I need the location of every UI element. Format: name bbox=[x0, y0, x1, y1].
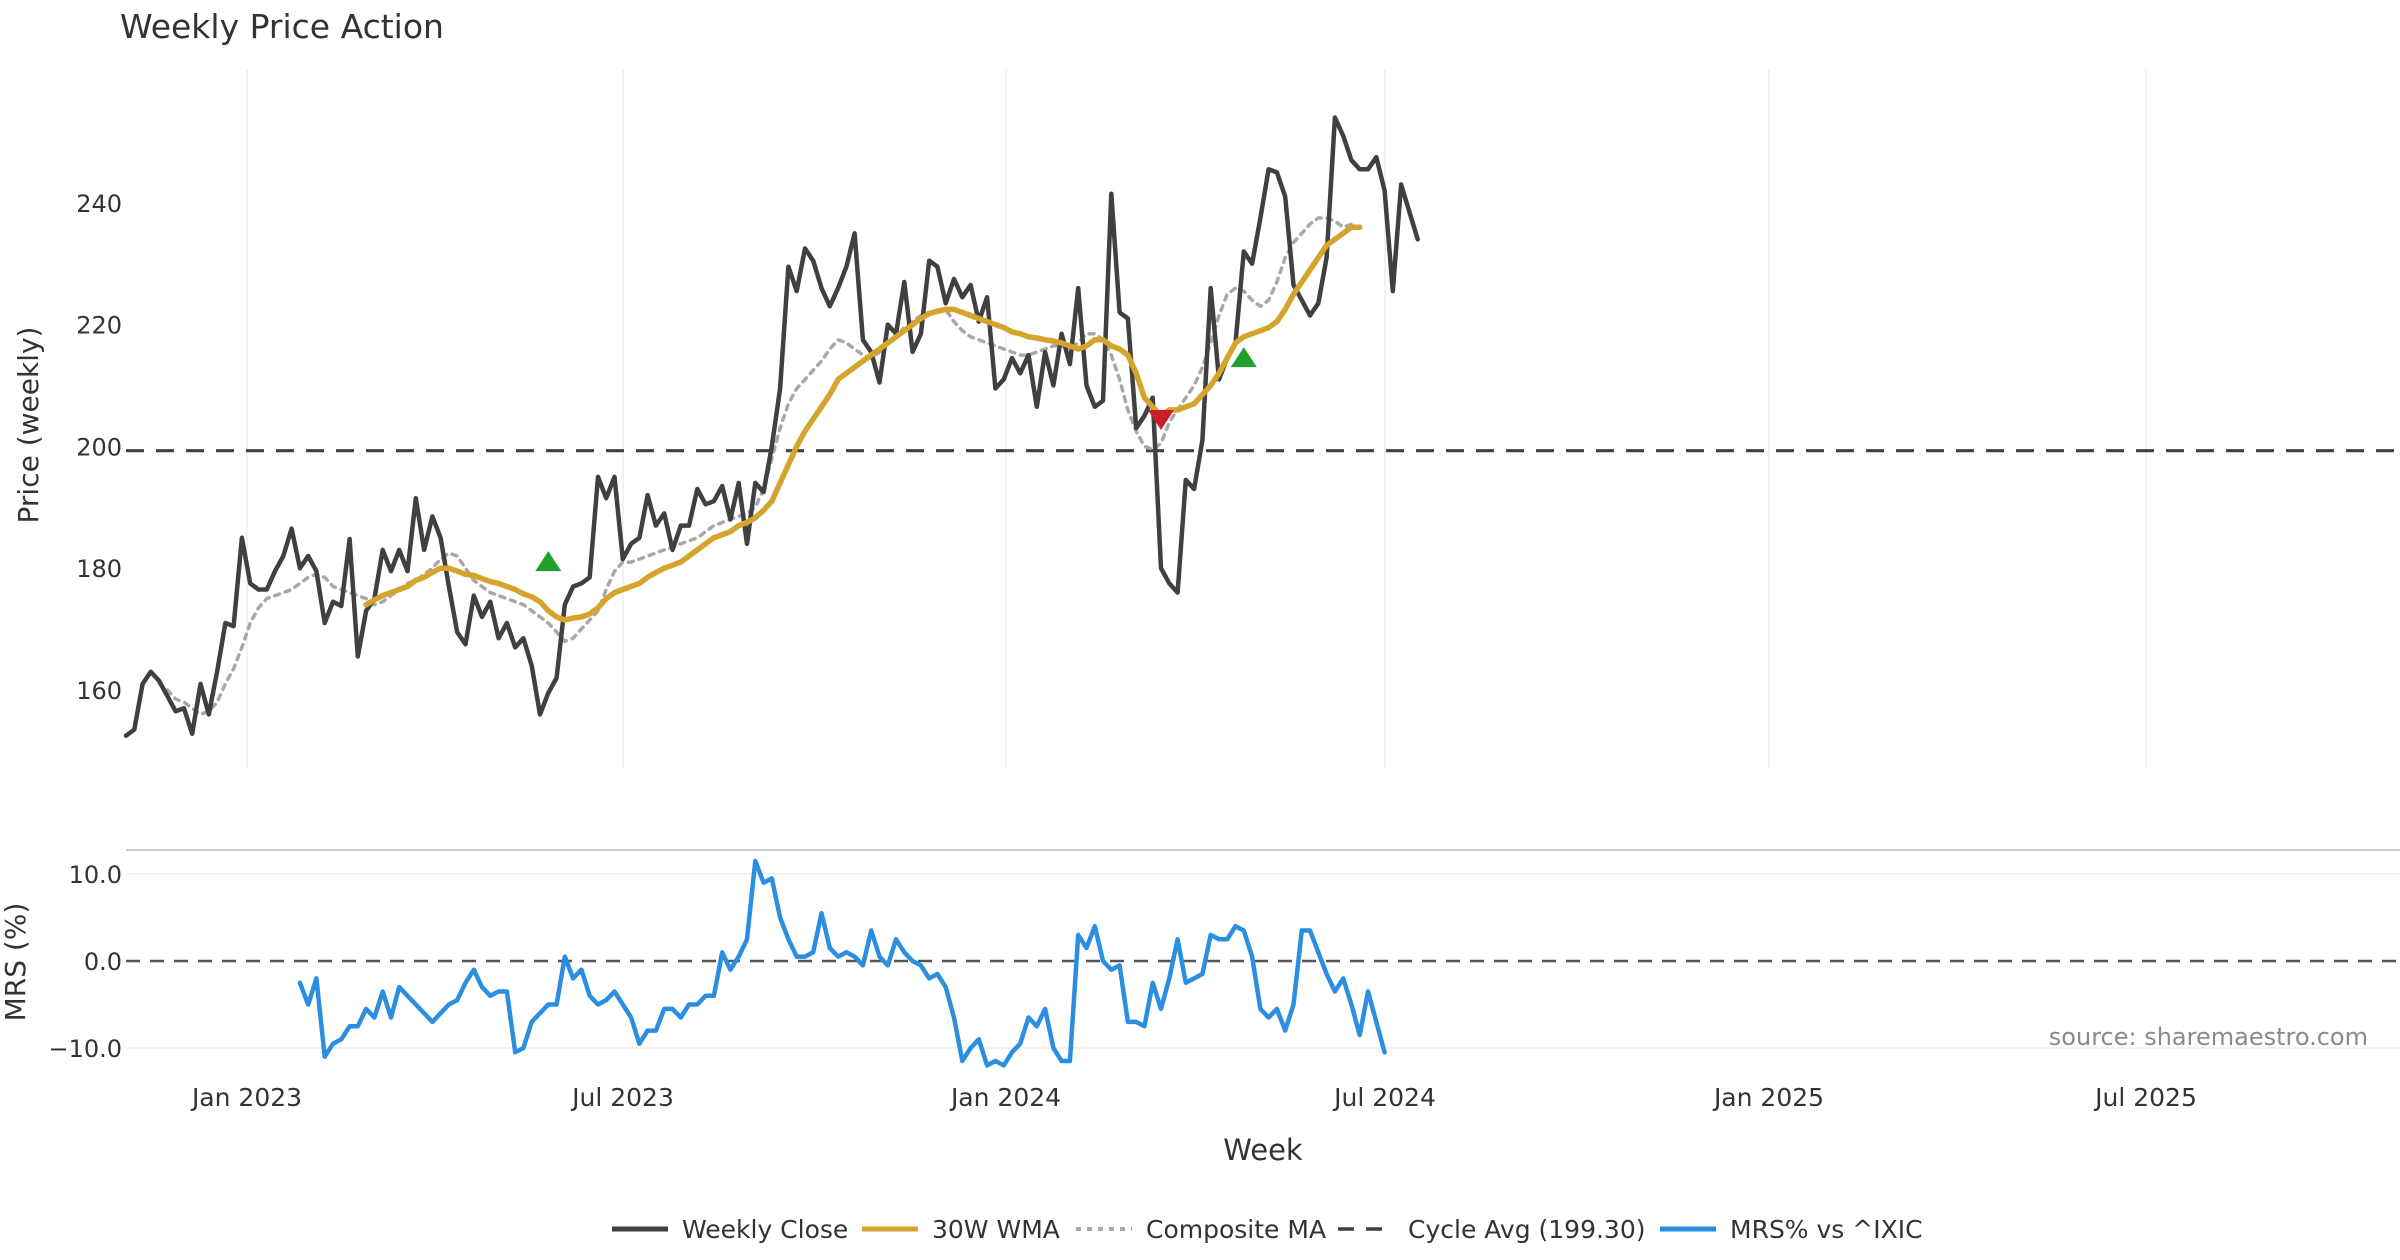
x-tick-label: Jul 2023 bbox=[570, 1083, 674, 1112]
x-tick-label: Jan 2023 bbox=[190, 1083, 302, 1112]
x-axis-label: Week bbox=[1223, 1133, 1303, 1167]
price-y-tick-label: 240 bbox=[76, 190, 122, 218]
chart-title: Weekly Price Action bbox=[120, 7, 444, 46]
x-axis-ticks: Jan 2023 Jul 2023 Jan 2024 Jul 2024 Jan 2025… bbox=[190, 1083, 2197, 1112]
mrs-y-tick-label: 0.0 bbox=[84, 948, 122, 976]
legend-label: Composite MA bbox=[1146, 1215, 1326, 1244]
legend-label: MRS% vs ^IXIC bbox=[1730, 1215, 1923, 1244]
x-tick-label: Jan 2025 bbox=[1712, 1083, 1824, 1112]
x-tick-label: Jan 2024 bbox=[949, 1083, 1061, 1112]
mrs-line bbox=[297, 858, 1387, 1068]
mrs-y-tick-label: −10.0 bbox=[48, 1035, 122, 1063]
buy-signal-marker bbox=[1230, 347, 1257, 368]
price-panel: 160 180 200 220 240 bbox=[76, 70, 2400, 768]
legend-label: 30W WMA bbox=[932, 1215, 1060, 1244]
legend-label: Weekly Close bbox=[682, 1215, 848, 1244]
mrs-y-tick-label: 10.0 bbox=[69, 861, 122, 889]
mrs-panel: 10.0 0.0 −10.0 bbox=[48, 849, 2400, 1068]
source-note: source: sharemaestro.com bbox=[2049, 1023, 2368, 1051]
legend-label: Cycle Avg (199.30) bbox=[1408, 1215, 1646, 1244]
composite-ma-line bbox=[165, 216, 1354, 717]
buy-signal-marker bbox=[535, 551, 562, 572]
price-y-tick-label: 200 bbox=[76, 433, 122, 461]
legend: Weekly Close 30W WMA Composite MA Cycle Avg… bbox=[612, 1215, 1923, 1244]
mrs-y-axis-label: MRS (%) bbox=[0, 903, 32, 1022]
weekly-close-line bbox=[123, 115, 1420, 738]
x-tick-label: Jul 2025 bbox=[2093, 1083, 2197, 1112]
price-y-axis-label: Price (weekly) bbox=[12, 327, 45, 524]
x-tick-label: Jul 2024 bbox=[1332, 1083, 1436, 1112]
sell-signal-marker bbox=[1148, 409, 1174, 430]
price-y-tick-label: 220 bbox=[76, 312, 122, 340]
price-y-tick-label: 180 bbox=[76, 555, 122, 583]
price-y-tick-label: 160 bbox=[76, 677, 122, 705]
wma-30w-line bbox=[363, 224, 1363, 623]
